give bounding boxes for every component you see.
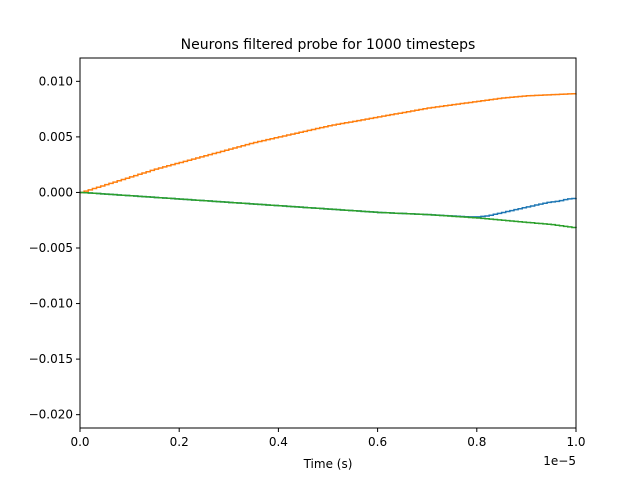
series-layer: [80, 92, 577, 229]
plot-frame: [79, 57, 577, 429]
series-line-2: [80, 92, 577, 194]
y-tick-label: 0.005: [39, 130, 73, 144]
x-tick-label: 0.4: [269, 435, 288, 449]
y-tick-label: −0.015: [29, 352, 73, 366]
x-tick-label: 0.6: [368, 435, 387, 449]
series-line-3: [80, 191, 577, 229]
y-tick-label: −0.010: [29, 297, 73, 311]
y-tick-label: −0.005: [29, 241, 73, 255]
y-axis: 0.010 0.005 0.000 −0.005 −0.010 −0.015 −0.020: [29, 74, 80, 422]
y-tick-label: 0.010: [39, 74, 73, 88]
x-tick-label: 0.2: [170, 435, 189, 449]
x-tick-label: 0.8: [467, 435, 486, 449]
x-offset-label: 1e−5: [543, 454, 576, 468]
series-line-1: [80, 191, 577, 218]
x-axis: 0.0 0.2 0.4 0.6 0.8 1.0: [70, 428, 586, 449]
x-tick-label: 0.0: [70, 435, 89, 449]
y-tick-label: −0.020: [29, 408, 73, 422]
x-tick-label: 1.0: [566, 435, 585, 449]
y-tick-label: 0.000: [39, 185, 73, 199]
x-axis-label: Time (s): [303, 457, 353, 471]
chart-title: Neurons filtered probe for 1000 timestep…: [181, 37, 476, 53]
